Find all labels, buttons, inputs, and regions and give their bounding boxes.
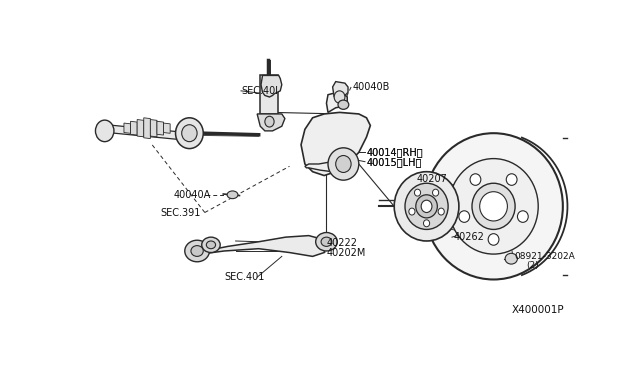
Ellipse shape: [416, 195, 437, 218]
Text: 40015〈LH〉: 40015〈LH〉: [367, 157, 422, 167]
Ellipse shape: [421, 200, 432, 212]
Ellipse shape: [438, 208, 444, 215]
Polygon shape: [99, 124, 193, 141]
Ellipse shape: [518, 211, 528, 222]
Ellipse shape: [480, 192, 508, 221]
Ellipse shape: [185, 240, 209, 262]
Text: X400001P: X400001P: [511, 305, 564, 314]
Text: 40040B: 40040B: [353, 82, 390, 92]
Ellipse shape: [334, 91, 345, 103]
Ellipse shape: [336, 155, 351, 173]
Polygon shape: [124, 123, 131, 133]
Polygon shape: [301, 112, 371, 176]
Polygon shape: [260, 76, 278, 114]
Text: 40262: 40262: [454, 232, 484, 242]
Ellipse shape: [202, 237, 220, 253]
Ellipse shape: [394, 172, 459, 241]
Ellipse shape: [328, 148, 359, 180]
Ellipse shape: [175, 118, 204, 148]
Ellipse shape: [433, 189, 438, 196]
Text: 40040A: 40040A: [174, 190, 211, 200]
Polygon shape: [261, 76, 282, 97]
Text: SEC.391: SEC.391: [160, 208, 200, 218]
Ellipse shape: [265, 116, 274, 127]
Polygon shape: [157, 121, 164, 135]
Text: 40207: 40207: [417, 174, 447, 185]
Ellipse shape: [191, 246, 204, 256]
Ellipse shape: [409, 208, 415, 215]
Polygon shape: [189, 235, 326, 256]
Ellipse shape: [405, 183, 448, 230]
Ellipse shape: [95, 120, 114, 142]
Ellipse shape: [470, 174, 481, 185]
Polygon shape: [150, 119, 157, 137]
Text: 08921-3202A: 08921-3202A: [515, 252, 575, 261]
Ellipse shape: [506, 174, 517, 185]
Text: 40014〈RH〉: 40014〈RH〉: [367, 147, 423, 157]
Polygon shape: [137, 119, 144, 137]
Ellipse shape: [459, 211, 470, 222]
Text: 40222: 40222: [326, 238, 358, 247]
Ellipse shape: [424, 220, 429, 227]
Ellipse shape: [227, 191, 238, 199]
Ellipse shape: [415, 189, 420, 196]
Polygon shape: [305, 158, 355, 172]
Polygon shape: [164, 123, 170, 133]
Ellipse shape: [449, 158, 538, 254]
Ellipse shape: [321, 237, 332, 246]
Text: 40014〈RH〉: 40014〈RH〉: [367, 147, 423, 157]
Polygon shape: [257, 114, 285, 131]
Ellipse shape: [182, 125, 197, 142]
Polygon shape: [326, 92, 348, 112]
Text: 40202M: 40202M: [326, 247, 366, 257]
Text: (2): (2): [527, 261, 540, 270]
Ellipse shape: [316, 232, 337, 251]
Polygon shape: [333, 81, 348, 97]
Text: SEC.401: SEC.401: [224, 272, 264, 282]
Ellipse shape: [424, 133, 563, 279]
Ellipse shape: [488, 234, 499, 245]
Ellipse shape: [505, 253, 517, 264]
Text: 40015〈LH〉: 40015〈LH〉: [367, 157, 422, 167]
Ellipse shape: [206, 241, 216, 249]
Polygon shape: [144, 118, 150, 139]
Text: SEC.40l: SEC.40l: [242, 86, 279, 96]
Polygon shape: [131, 121, 137, 135]
Ellipse shape: [472, 183, 515, 230]
Ellipse shape: [338, 100, 349, 109]
